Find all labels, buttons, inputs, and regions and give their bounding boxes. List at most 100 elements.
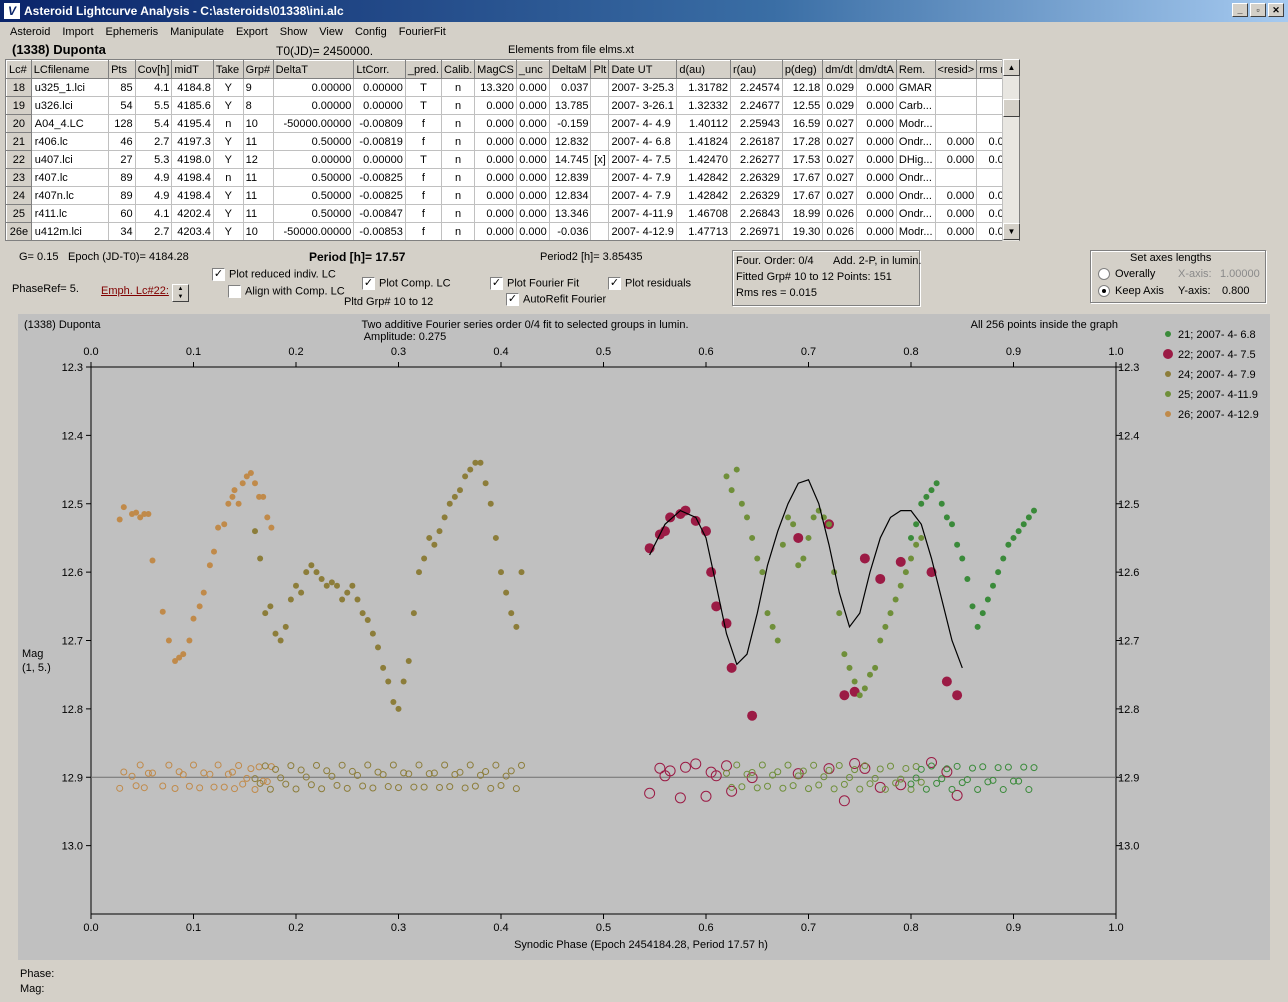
- menu-export[interactable]: Export: [235, 25, 268, 38]
- column-header[interactable]: Calib.: [441, 60, 476, 79]
- table-cell[interactable]: Ondr...: [896, 168, 936, 187]
- table-cell[interactable]: Y: [213, 186, 244, 205]
- plot-reduced-checkbox[interactable]: ✓ Plot reduced indiv. LC: [212, 268, 336, 281]
- table-cell[interactable]: [935, 114, 978, 133]
- table-cell[interactable]: 10: [243, 114, 274, 133]
- table-cell[interactable]: 128: [108, 114, 136, 133]
- table-cell[interactable]: n: [441, 114, 476, 133]
- table-cell[interactable]: 89: [108, 168, 136, 187]
- table-cell[interactable]: 46: [108, 132, 136, 151]
- table-cell[interactable]: 0.50000: [273, 204, 355, 223]
- table-cell[interactable]: 11: [243, 132, 274, 151]
- scroll-down-arrow-icon[interactable]: ▼: [1003, 223, 1020, 240]
- table-cell[interactable]: 0.026: [822, 204, 858, 223]
- plot-fourier-checkbox[interactable]: ✓ Plot Fourier Fit: [490, 277, 579, 290]
- table-cell[interactable]: n: [441, 204, 476, 223]
- close-button[interactable]: ✕: [1268, 3, 1284, 17]
- table-cell[interactable]: [590, 222, 610, 240]
- table-cell[interactable]: f: [405, 204, 443, 223]
- table-cell[interactable]: n: [213, 114, 244, 133]
- table-cell[interactable]: 0.000: [516, 222, 550, 240]
- table-cell[interactable]: n: [213, 168, 244, 187]
- table-cell[interactable]: Y: [213, 222, 244, 240]
- table-cell[interactable]: 5.3: [135, 150, 173, 169]
- table-cell[interactable]: f: [405, 168, 443, 187]
- table-cell[interactable]: A04_4.LC: [31, 114, 110, 133]
- table-cell[interactable]: 4185.6: [171, 96, 214, 115]
- table-cell[interactable]: 4202.4: [171, 204, 214, 223]
- align-comp-checkbox[interactable]: Align with Comp. LC: [228, 285, 345, 298]
- keep-axis-radio[interactable]: Keep Axis: [1098, 285, 1164, 298]
- restore-button[interactable]: ▫: [1250, 3, 1266, 17]
- table-cell[interactable]: 12: [243, 150, 274, 169]
- table-cell[interactable]: 12.55: [782, 96, 824, 115]
- table-cell[interactable]: n: [441, 96, 476, 115]
- table-cell[interactable]: 2.26187: [730, 132, 783, 151]
- table-cell[interactable]: r407n.lc: [31, 186, 110, 205]
- table-cell[interactable]: 12.832: [549, 132, 592, 151]
- table-cell[interactable]: 12.839: [549, 168, 592, 187]
- table-cell[interactable]: 0.000: [935, 222, 978, 240]
- column-header[interactable]: Date UT: [608, 60, 678, 79]
- table-cell[interactable]: 0.037: [549, 78, 592, 97]
- chart-legend[interactable]: 21; 2007- 4- 6.8 22; 2007- 4- 7.5 24; 2007…: [1163, 329, 1259, 421]
- table-cell[interactable]: [590, 204, 610, 223]
- table-cell[interactable]: 4203.4: [171, 222, 214, 240]
- table-cell[interactable]: 5.4: [135, 114, 173, 133]
- column-header[interactable]: Take: [212, 60, 244, 79]
- table-cell[interactable]: 0.000: [516, 186, 550, 205]
- table-cell[interactable]: -0.036: [549, 222, 592, 240]
- table-cell[interactable]: 0.000: [474, 168, 517, 187]
- table-cell[interactable]: 2.7: [135, 222, 173, 240]
- table-cell[interactable]: 2007- 4- 4.9: [608, 114, 678, 133]
- scroll-up-arrow-icon[interactable]: ▲: [1003, 59, 1020, 76]
- table-cell[interactable]: 0.000: [516, 96, 550, 115]
- table-cell[interactable]: 13.785: [549, 96, 592, 115]
- table-cell[interactable]: -0.00819: [353, 132, 406, 151]
- table-cell[interactable]: 19.30: [782, 222, 824, 240]
- table-cell[interactable]: 13.346: [549, 204, 592, 223]
- table-cell[interactable]: GMAR: [896, 78, 936, 97]
- table-cell[interactable]: 2007- 4-11.9: [608, 204, 678, 223]
- table-cell[interactable]: [935, 78, 978, 97]
- table-cell[interactable]: -0.00809: [353, 114, 406, 133]
- table-cell[interactable]: 0.027: [822, 114, 858, 133]
- table-cell[interactable]: 18.99: [782, 204, 824, 223]
- column-header[interactable]: dm/dtA: [856, 60, 897, 79]
- row-number[interactable]: 22: [6, 150, 32, 169]
- table-cell[interactable]: 5.5: [135, 96, 173, 115]
- table-cell[interactable]: 11: [243, 186, 274, 205]
- table-cell[interactable]: 0.000: [516, 150, 550, 169]
- row-number[interactable]: 25: [6, 204, 32, 223]
- table-cell[interactable]: 0.000: [474, 186, 517, 205]
- table-cell[interactable]: 0.000: [516, 132, 550, 151]
- table-cell[interactable]: 17.28: [782, 132, 824, 151]
- table-cell[interactable]: 4198.4: [171, 168, 214, 187]
- menu-fourierfit[interactable]: FourierFit: [398, 25, 446, 38]
- column-header[interactable]: p(deg): [781, 60, 824, 79]
- table-cell[interactable]: 0.000: [856, 186, 897, 205]
- table-cell[interactable]: 1.47713: [676, 222, 731, 240]
- table-row[interactable]: 26e u412m.lci 34 2.7 4203.4 Y 10 -50000.00000 -0…: [6, 222, 1019, 240]
- plot-panel[interactable]: (1338) Duponta Two additive Fourier seri…: [18, 314, 1270, 960]
- table-cell[interactable]: [x]: [590, 150, 610, 169]
- table-cell[interactable]: -0.00847: [353, 204, 406, 223]
- table-cell[interactable]: 0.027: [822, 186, 858, 205]
- table-cell[interactable]: 4.9: [135, 186, 173, 205]
- table-cell[interactable]: 0.50000: [273, 186, 355, 205]
- row-number[interactable]: 19: [6, 96, 32, 115]
- table-cell[interactable]: -0.00853: [353, 222, 406, 240]
- table-cell[interactable]: 11: [243, 168, 274, 187]
- period-value[interactable]: Period [h]= 17.57: [309, 250, 406, 264]
- y-axis-value[interactable]: 0.800: [1222, 285, 1250, 297]
- row-number[interactable]: 23: [6, 168, 32, 187]
- emph-lc-spinner[interactable]: ▲ ▼: [172, 284, 189, 302]
- table-cell[interactable]: Modr...: [896, 114, 936, 133]
- column-header[interactable]: Cov[h]: [134, 60, 173, 79]
- table-cell[interactable]: u412m.lci: [31, 222, 110, 240]
- menu-asteroid[interactable]: Asteroid: [10, 25, 51, 38]
- table-cell[interactable]: [590, 186, 610, 205]
- table-cell[interactable]: 10: [243, 222, 274, 240]
- table-cell[interactable]: 16.59: [782, 114, 824, 133]
- table-cell[interactable]: [590, 132, 610, 151]
